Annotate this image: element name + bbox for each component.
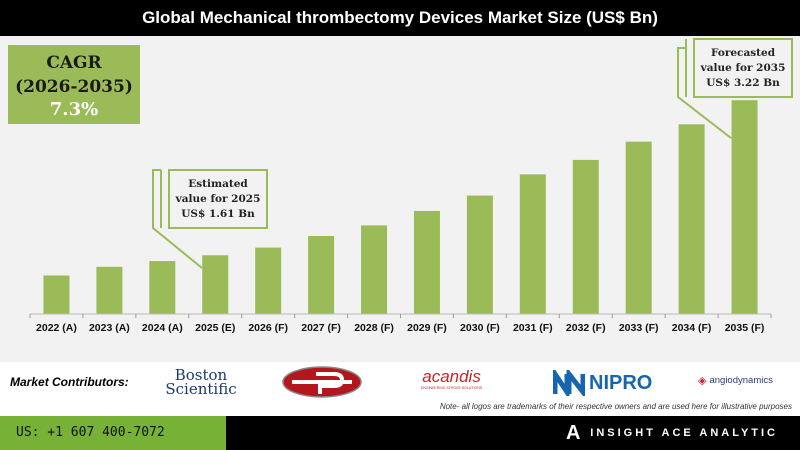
cagr-box: CAGR (2026-2035) 7.3% bbox=[8, 45, 140, 124]
x-tick-label: 2035 (F) bbox=[725, 322, 765, 334]
callout-pointer-2035 bbox=[677, 47, 732, 139]
callout-line: Estimated bbox=[188, 178, 248, 190]
bar-2025 bbox=[202, 255, 229, 314]
bar-2035 bbox=[731, 100, 758, 315]
chart-title: Global Mechanical thrombectomy Devices M… bbox=[0, 0, 800, 36]
penumbra-logo bbox=[282, 366, 364, 403]
cagr-period: (2026-2035) bbox=[15, 77, 133, 97]
callout-forecasted-2035: Forecasted value for 2035 US$ 3.22 Bn bbox=[693, 38, 793, 98]
insight-ace-logo-icon: A bbox=[566, 422, 581, 444]
footer-bar: US: +1 607 400-7072 A INSIGHT ACE ANALYT… bbox=[0, 416, 800, 450]
x-tick-label: 2023 (A) bbox=[89, 322, 130, 334]
contributors-strip: Market Contributors: Boston Scientific a… bbox=[0, 362, 800, 416]
acandis-tagline: ENGINEERING STROKE SOLUTIONS bbox=[421, 386, 483, 390]
angiodynamics-icon: ◈ bbox=[698, 375, 707, 387]
acandis-logo: acandis ENGINEERING STROKE SOLUTIONS bbox=[421, 367, 483, 391]
bar-2033 bbox=[625, 141, 652, 314]
callout-pointer-2025 bbox=[152, 169, 203, 269]
x-tick-label: 2029 (F) bbox=[407, 322, 447, 334]
callout-estimated-2025: Estimated value for 2025 US$ 1.61 Bn bbox=[168, 169, 268, 229]
x-tick-label: 2028 (F) bbox=[354, 322, 394, 334]
x-tick-label: 2032 (F) bbox=[566, 322, 606, 334]
x-tick-label: 2033 (F) bbox=[619, 322, 659, 334]
bar-2034 bbox=[678, 124, 705, 314]
bar-chart: 2022 (A) 2023 (A) 2024 (A) 2025 (E) 2026 (F)… bbox=[29, 39, 772, 334]
acandis-wordmark: acandis bbox=[422, 367, 481, 386]
boston-scientific-logo: Boston Scientific bbox=[165, 366, 237, 398]
trademark-note: Note- all logos are trademarks of their … bbox=[439, 402, 792, 411]
nipro-icon bbox=[553, 370, 585, 396]
x-tick-label: 2030 (F) bbox=[460, 322, 500, 334]
nipro-logo: NIPRO bbox=[553, 370, 652, 396]
callout-line: US$ 1.61 Bn bbox=[181, 208, 255, 220]
x-tick-label: 2026 (F) bbox=[248, 322, 288, 334]
cagr-label: CAGR bbox=[46, 53, 102, 73]
bar-2024 bbox=[149, 261, 176, 314]
phone-number[interactable]: US: +1 607 400-7072 bbox=[0, 416, 226, 450]
x-tick-label: 2024 (A) bbox=[142, 322, 183, 334]
bar-2032 bbox=[572, 159, 599, 314]
bar-2026 bbox=[255, 247, 282, 314]
bar-2028 bbox=[361, 225, 388, 314]
callout-line: US$ 3.22 Bn bbox=[706, 77, 780, 89]
cagr-value: 7.3% bbox=[49, 99, 99, 120]
bar-2029 bbox=[413, 210, 440, 314]
bar-2031 bbox=[519, 174, 546, 314]
x-tick-label: 2025 (E) bbox=[195, 322, 235, 334]
x-tick-label: 2022 (A) bbox=[36, 322, 77, 334]
callout-line: Forecasted bbox=[710, 47, 776, 59]
angiodynamics-wordmark: angiodynamics bbox=[709, 375, 773, 386]
bar-2022 bbox=[43, 275, 70, 314]
callout-line: value for 2035 bbox=[700, 62, 786, 74]
bar-2030 bbox=[466, 195, 493, 314]
x-tick-label: 2027 (F) bbox=[301, 322, 341, 334]
bar-2023 bbox=[96, 266, 123, 314]
x-tick-label: 2034 (F) bbox=[672, 322, 712, 334]
callout-line: value for 2025 bbox=[175, 193, 261, 205]
brand-name: INSIGHT ACE ANALYTIC bbox=[590, 427, 778, 439]
bar-2027 bbox=[308, 235, 335, 314]
angiodynamics-logo: ◈ angiodynamics bbox=[698, 374, 773, 387]
nipro-wordmark: NIPRO bbox=[589, 371, 653, 394]
contributors-label: Market Contributors: bbox=[10, 375, 129, 389]
x-tick-label: 2031 (F) bbox=[513, 322, 553, 334]
